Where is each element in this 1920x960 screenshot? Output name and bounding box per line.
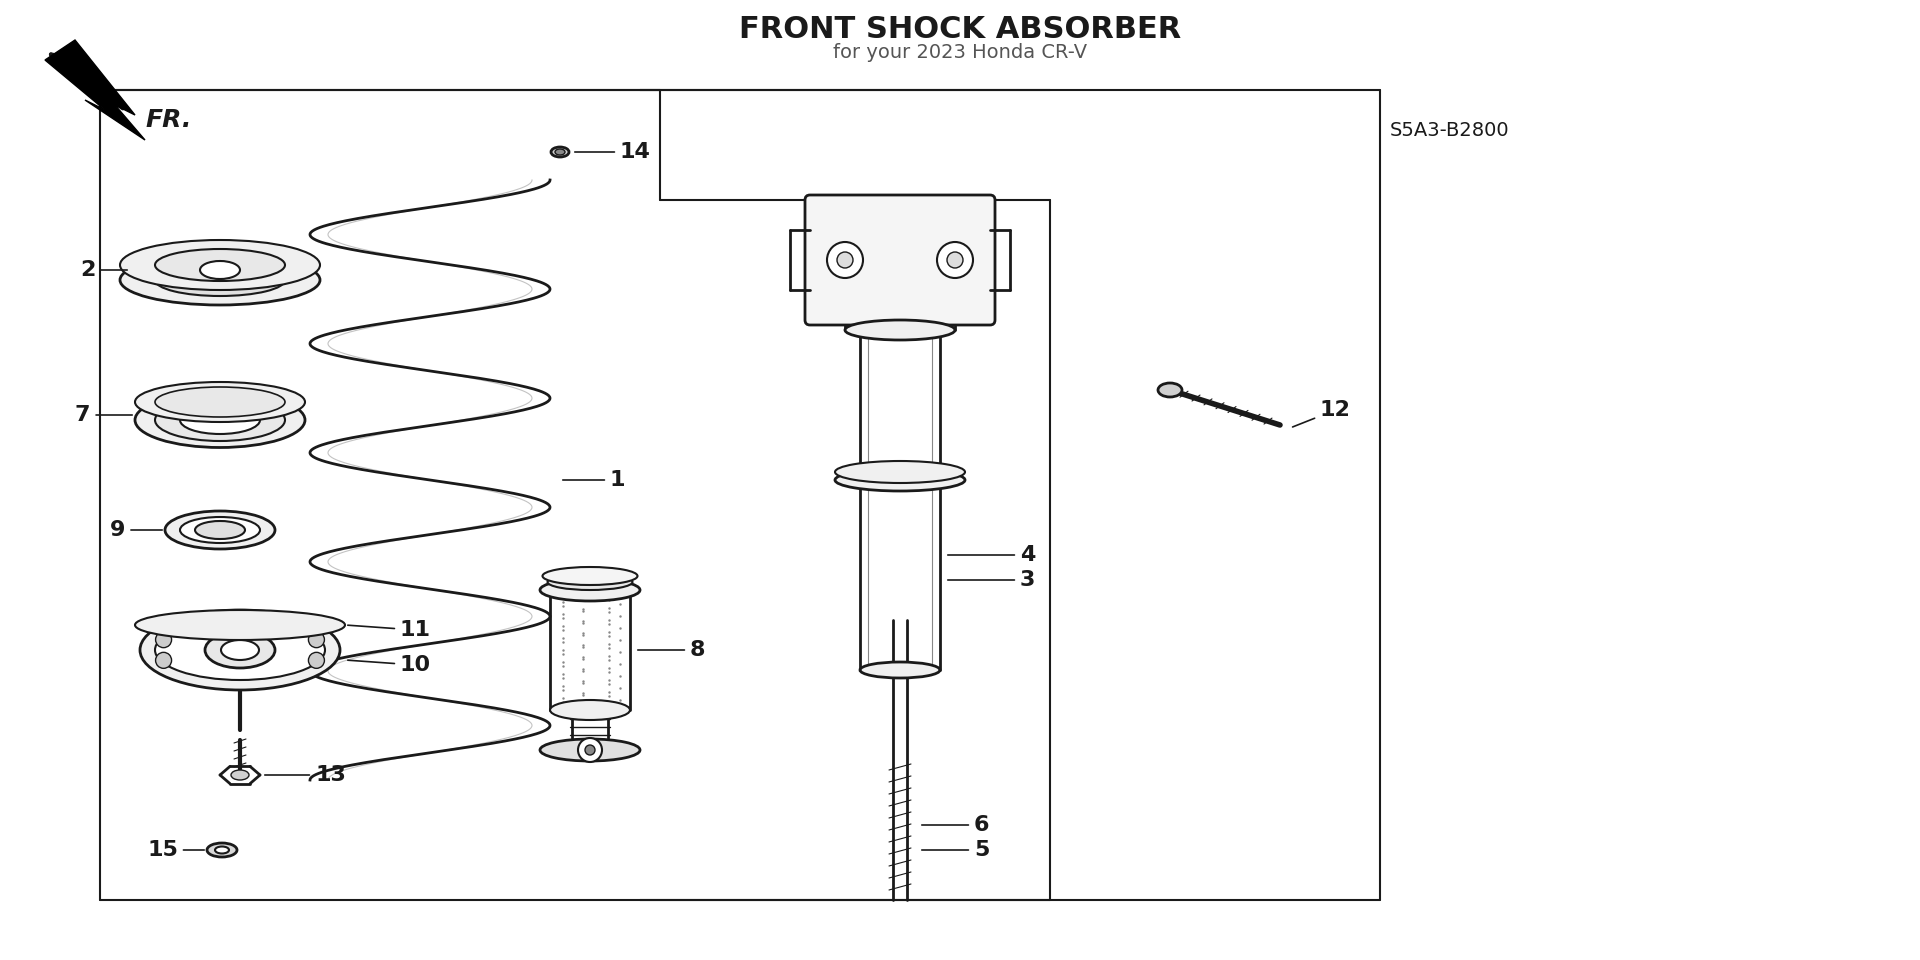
Circle shape: [578, 738, 603, 762]
Ellipse shape: [845, 320, 954, 340]
Ellipse shape: [156, 264, 284, 296]
Text: FR.: FR.: [146, 108, 192, 132]
Circle shape: [586, 745, 595, 755]
Text: 11: 11: [348, 620, 430, 640]
Ellipse shape: [119, 255, 321, 305]
Text: 2: 2: [81, 260, 127, 280]
Polygon shape: [44, 40, 146, 140]
Text: 4: 4: [948, 545, 1035, 565]
Text: 15: 15: [148, 840, 204, 860]
Text: FRONT SHOCK ABSORBER: FRONT SHOCK ABSORBER: [739, 15, 1181, 44]
Ellipse shape: [156, 249, 284, 281]
Circle shape: [309, 653, 324, 668]
Text: 10: 10: [348, 655, 432, 675]
Text: 1: 1: [563, 470, 626, 490]
Text: 8: 8: [637, 640, 705, 660]
Ellipse shape: [156, 620, 324, 680]
Text: 3: 3: [948, 570, 1035, 590]
Ellipse shape: [134, 393, 305, 447]
Circle shape: [828, 242, 862, 278]
Ellipse shape: [835, 461, 966, 483]
Ellipse shape: [221, 640, 259, 660]
Text: S5A3-B2800: S5A3-B2800: [1390, 121, 1509, 139]
Ellipse shape: [134, 610, 346, 640]
Circle shape: [837, 252, 852, 268]
Text: 14: 14: [574, 142, 651, 162]
FancyBboxPatch shape: [804, 195, 995, 325]
Circle shape: [937, 242, 973, 278]
Ellipse shape: [540, 739, 639, 761]
Ellipse shape: [119, 240, 321, 290]
Ellipse shape: [165, 511, 275, 549]
Ellipse shape: [180, 517, 259, 543]
Ellipse shape: [140, 610, 340, 690]
Text: 6: 6: [922, 815, 989, 835]
Circle shape: [156, 632, 171, 648]
Ellipse shape: [835, 469, 966, 491]
Ellipse shape: [860, 662, 941, 678]
Circle shape: [309, 632, 324, 648]
Circle shape: [156, 653, 171, 668]
Ellipse shape: [180, 406, 259, 434]
Ellipse shape: [1158, 383, 1183, 397]
Ellipse shape: [547, 574, 632, 590]
Ellipse shape: [549, 700, 630, 720]
Text: for your 2023 Honda CR-V: for your 2023 Honda CR-V: [833, 43, 1087, 62]
Text: 5: 5: [922, 840, 989, 860]
Text: 12: 12: [1292, 400, 1352, 427]
Circle shape: [947, 252, 964, 268]
Ellipse shape: [540, 579, 639, 601]
Text: 13: 13: [265, 765, 346, 785]
Ellipse shape: [551, 147, 568, 157]
Ellipse shape: [200, 261, 240, 279]
Text: 9: 9: [109, 520, 161, 540]
Ellipse shape: [230, 770, 250, 780]
Ellipse shape: [215, 847, 228, 853]
Ellipse shape: [543, 567, 637, 585]
Ellipse shape: [156, 399, 284, 441]
Ellipse shape: [555, 149, 564, 155]
Ellipse shape: [196, 521, 246, 539]
Ellipse shape: [207, 843, 236, 857]
Ellipse shape: [134, 382, 305, 422]
Ellipse shape: [156, 387, 284, 417]
Ellipse shape: [205, 632, 275, 668]
Text: 7: 7: [75, 405, 132, 425]
